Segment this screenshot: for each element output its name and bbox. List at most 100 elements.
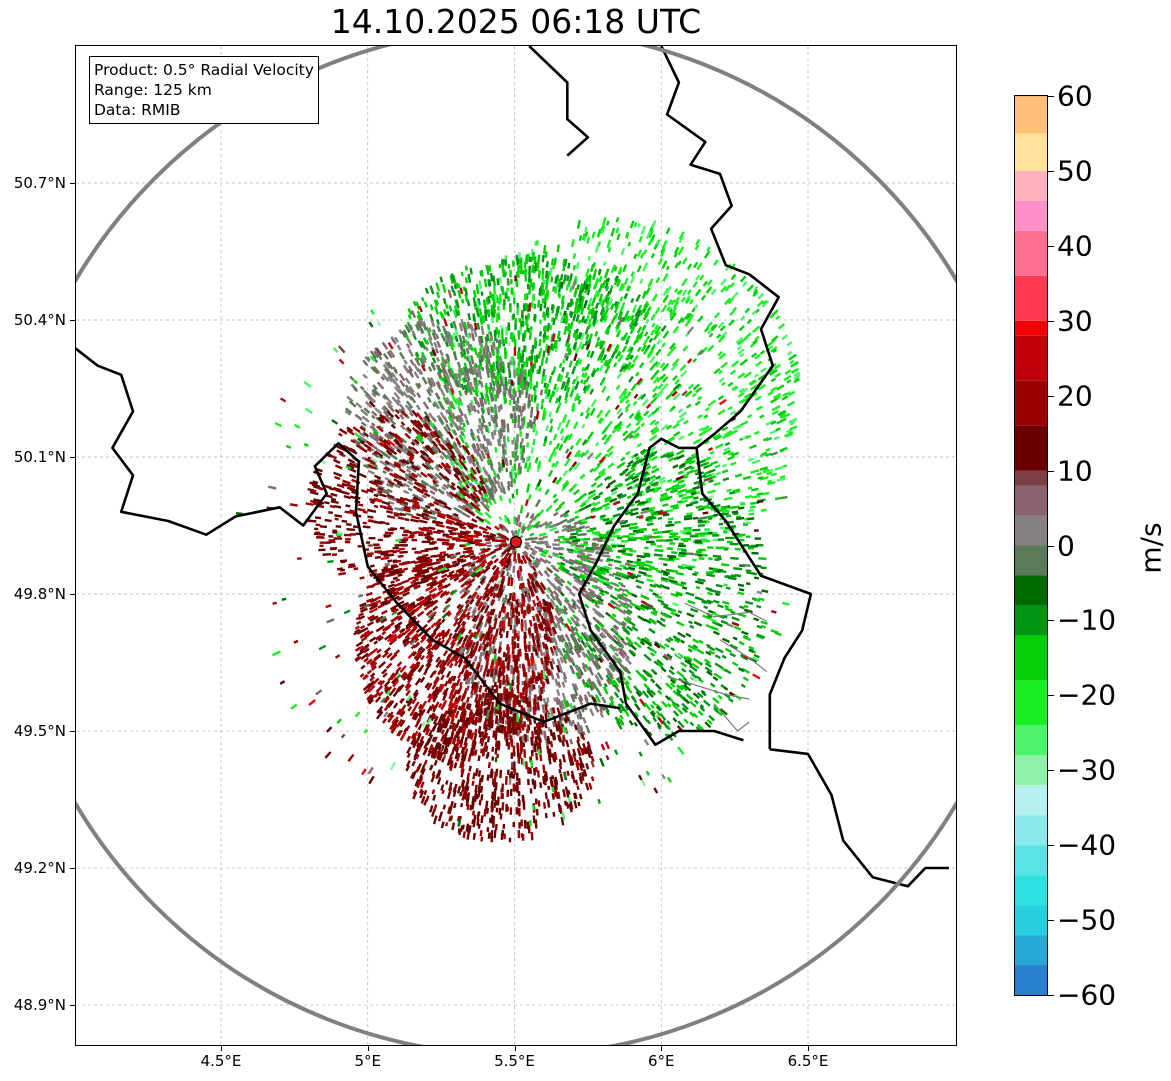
velocity-bin — [583, 541, 589, 544]
velocity-bin — [692, 638, 700, 644]
velocity-bin — [746, 413, 753, 419]
velocity-bin — [514, 457, 517, 462]
velocity-bin — [575, 261, 580, 270]
velocity-bin — [558, 501, 566, 508]
velocity-bin — [446, 311, 451, 317]
velocity-bin — [711, 625, 719, 631]
velocity-bin — [501, 286, 505, 296]
velocity-bin — [529, 532, 535, 537]
velocity-bin — [496, 480, 502, 489]
velocity-bin — [647, 450, 655, 457]
velocity-bin — [706, 246, 711, 252]
velocity-bin — [724, 647, 732, 653]
velocity-bin — [599, 712, 605, 718]
velocity-bin — [537, 270, 541, 279]
velocity-bin — [603, 315, 609, 323]
velocity-bin — [378, 661, 387, 669]
velocity-bin — [465, 696, 470, 703]
velocity-bin — [646, 457, 652, 463]
velocity-bin — [756, 299, 764, 307]
velocity-bin — [492, 380, 496, 386]
velocity-bin — [539, 319, 542, 325]
velocity-bin — [462, 348, 467, 355]
velocity-bin — [650, 328, 656, 336]
velocity-bin — [759, 466, 769, 471]
velocity-bin — [629, 314, 635, 321]
velocity-bin — [464, 265, 469, 271]
velocity-bin — [728, 429, 739, 436]
velocity-bin — [686, 289, 692, 296]
velocity-bin — [776, 395, 781, 400]
velocity-bin — [731, 291, 739, 299]
velocity-bin — [578, 575, 586, 581]
radar-map-canvas[interactable] — [76, 46, 956, 1045]
velocity-bin — [746, 318, 753, 325]
velocity-bin — [636, 265, 642, 273]
velocity-bin — [521, 421, 524, 429]
velocity-bin — [625, 231, 630, 238]
velocity-bin — [631, 308, 637, 314]
velocity-bin — [636, 326, 643, 334]
velocity-bin — [507, 365, 511, 372]
velocity-bin — [748, 512, 755, 516]
velocity-bin — [645, 318, 650, 325]
velocity-bin — [657, 257, 663, 266]
velocity-bin — [717, 321, 725, 329]
velocity-bin — [688, 620, 693, 625]
velocity-bin — [731, 661, 739, 667]
velocity-bin — [635, 371, 640, 377]
velocity-bin — [498, 263, 502, 269]
velocity-bin — [476, 409, 481, 414]
velocity-bin — [621, 316, 626, 323]
velocity-bin — [518, 585, 522, 590]
velocity-bin — [747, 545, 757, 548]
velocity-bin — [619, 302, 626, 311]
velocity-bin — [549, 418, 554, 424]
velocity-bin — [732, 306, 738, 312]
velocity-bin — [697, 523, 706, 527]
velocity-bin — [568, 349, 572, 356]
velocity-bin — [453, 355, 458, 361]
velocity-bin — [563, 274, 567, 282]
velocity-bin — [450, 285, 455, 293]
velocity-bin — [633, 721, 638, 727]
radar-map-panel[interactable] — [75, 45, 957, 1046]
velocity-bin — [510, 481, 514, 488]
velocity-bin — [603, 565, 612, 571]
velocity-bin — [679, 530, 688, 533]
velocity-bin — [677, 408, 684, 414]
velocity-bin — [661, 700, 668, 708]
velocity-bin — [734, 473, 743, 478]
velocity-bin — [579, 492, 588, 499]
velocity-bin — [569, 388, 575, 398]
velocity-bin — [473, 347, 478, 356]
velocity-bin — [656, 539, 664, 542]
velocity-bin — [752, 288, 759, 295]
velocity-bin — [542, 410, 548, 421]
velocity-bin — [793, 374, 801, 380]
velocity-bin — [744, 600, 754, 606]
velocity-bin — [667, 517, 674, 521]
velocity-bin — [686, 512, 694, 516]
velocity-bin — [547, 469, 554, 478]
velocity-bin — [680, 296, 686, 303]
velocity-bin — [704, 440, 710, 445]
velocity-bin — [757, 475, 764, 480]
velocity-bin — [553, 538, 561, 542]
velocity-bin — [605, 395, 611, 402]
velocity-bin — [658, 476, 666, 482]
velocity-bin — [598, 491, 604, 496]
velocity-bin — [598, 298, 604, 305]
velocity-bin — [527, 313, 530, 319]
velocity-bin — [649, 474, 656, 480]
velocity-bin — [590, 263, 595, 272]
velocity-bin — [531, 540, 537, 544]
velocity-bin — [524, 315, 528, 320]
velocity-bin — [521, 333, 525, 342]
velocity-bin — [524, 257, 528, 264]
velocity-bin — [607, 246, 612, 253]
velocity-bin — [733, 625, 742, 631]
velocity-bin — [556, 421, 563, 431]
velocity-bin — [677, 554, 686, 558]
velocity-bin — [435, 357, 440, 363]
